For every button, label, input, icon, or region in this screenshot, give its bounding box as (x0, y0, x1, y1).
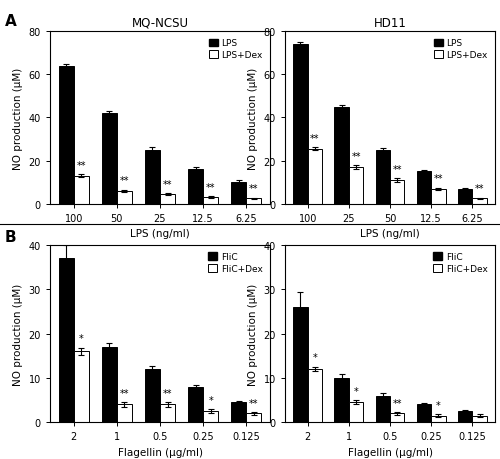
Legend: FliC, FliC+Dex: FliC, FliC+Dex (206, 250, 266, 276)
Bar (334, 378, 349, 422)
Bar (160, 195, 175, 204)
Text: *: * (79, 334, 84, 344)
Bar (145, 369, 160, 422)
Bar (458, 411, 472, 422)
Bar (160, 405, 175, 422)
Text: **: ** (120, 176, 129, 186)
Text: **: ** (392, 397, 402, 408)
Text: **: ** (310, 134, 320, 143)
Bar (188, 170, 203, 204)
Text: *: * (354, 386, 358, 396)
Bar (246, 199, 262, 204)
Bar (376, 151, 390, 204)
Text: *: * (208, 395, 213, 405)
Bar (74, 176, 89, 204)
Text: **: ** (392, 165, 402, 174)
Y-axis label: NO production (μM): NO production (μM) (13, 67, 23, 169)
Text: **: ** (352, 151, 361, 162)
Bar (293, 45, 308, 204)
Text: **: ** (120, 388, 129, 398)
Bar (472, 416, 487, 422)
Bar (417, 405, 431, 422)
Bar (376, 396, 390, 422)
Bar (458, 189, 472, 204)
Y-axis label: NO production (μM): NO production (μM) (248, 283, 258, 385)
Bar (472, 199, 487, 204)
Text: *: * (312, 353, 317, 363)
X-axis label: Flagellin (μg/ml): Flagellin (μg/ml) (348, 447, 432, 457)
Legend: LPS, LPS+Dex: LPS, LPS+Dex (431, 37, 490, 63)
Bar (102, 114, 117, 204)
Text: **: ** (163, 179, 172, 189)
Title: MQ-NCSU: MQ-NCSU (132, 17, 188, 29)
Text: **: ** (76, 160, 86, 170)
Text: B: B (5, 230, 16, 245)
Bar (334, 107, 349, 204)
Text: **: ** (249, 397, 258, 408)
Bar (431, 189, 446, 204)
Text: **: ** (163, 388, 172, 398)
Legend: FliC, FliC+Dex: FliC, FliC+Dex (430, 250, 490, 276)
Bar (102, 347, 117, 422)
Bar (308, 149, 322, 204)
Y-axis label: NO production (μM): NO production (μM) (13, 283, 23, 385)
Bar (231, 403, 246, 422)
Bar (203, 198, 218, 204)
Legend: LPS, LPS+Dex: LPS, LPS+Dex (206, 37, 266, 63)
Bar (349, 403, 363, 422)
Text: A: A (5, 14, 17, 29)
Text: *: * (436, 400, 441, 410)
Text: **: ** (249, 184, 258, 194)
Text: **: ** (434, 174, 443, 184)
X-axis label: LPS (ng/ml): LPS (ng/ml) (130, 229, 190, 239)
Text: **: ** (475, 184, 484, 194)
Bar (308, 369, 322, 422)
Text: **: ** (206, 183, 216, 193)
Bar (390, 414, 404, 422)
Bar (145, 151, 160, 204)
Bar (58, 259, 74, 422)
Bar (349, 168, 363, 204)
Bar (293, 308, 308, 422)
Bar (203, 411, 218, 422)
Bar (431, 416, 446, 422)
X-axis label: LPS (ng/ml): LPS (ng/ml) (360, 229, 420, 239)
Bar (117, 191, 132, 204)
Bar (390, 180, 404, 204)
Bar (188, 387, 203, 422)
Bar (74, 352, 89, 422)
Bar (231, 183, 246, 204)
Y-axis label: NO production (μM): NO production (μM) (248, 67, 258, 169)
Bar (117, 405, 132, 422)
Bar (246, 414, 262, 422)
Bar (417, 172, 431, 204)
Bar (58, 67, 74, 204)
Title: HD11: HD11 (374, 17, 406, 29)
X-axis label: Flagellin (μg/ml): Flagellin (μg/ml) (118, 447, 202, 457)
